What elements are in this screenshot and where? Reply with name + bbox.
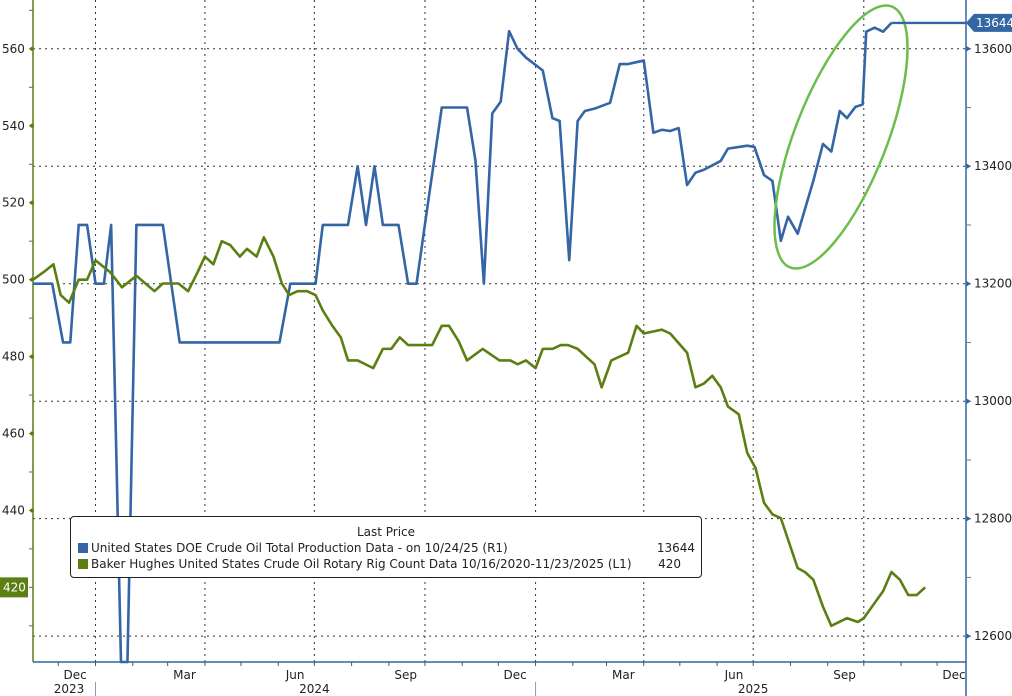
x-tick-label: Mar <box>612 668 635 682</box>
last-value-label-left: 420 <box>3 580 26 594</box>
x-tick-label: Dec <box>942 668 965 682</box>
x-tick-label: Sep <box>394 668 417 682</box>
x-tick-label: Dec <box>504 668 527 682</box>
left-tick-label: 520 <box>2 196 25 210</box>
right-tick-label: 12600 <box>974 629 1012 643</box>
left-tick-dot <box>30 200 34 205</box>
last-value-tag-left <box>0 577 28 598</box>
x-tick-label: Sep <box>833 668 856 682</box>
left-axis: 440 460 480 500 520 540 560 <box>2 0 34 662</box>
grid <box>33 0 966 662</box>
legend-entry-rig-count: Baker Hughes United States Crude Oil Rot… <box>78 557 695 572</box>
x-tick-label: Dec <box>63 668 86 682</box>
legend-title: Last Price <box>356 525 416 539</box>
highlight-ellipse <box>773 4 909 270</box>
left-tick-dot <box>30 123 34 128</box>
left-tick-label: 540 <box>2 119 25 133</box>
right-tick-arrow <box>966 633 971 640</box>
legend-label: Baker Hughes United States Crude Oil Rot… <box>91 557 632 571</box>
x-tick-label: Mar <box>173 668 196 682</box>
legend-value: 13644 <box>656 541 695 555</box>
left-tick-dot <box>30 431 34 436</box>
x-year-label: 2025 <box>738 682 769 696</box>
rig-count-line <box>32 236 926 628</box>
left-tick-label: 440 <box>2 503 25 517</box>
right-tick-label: 13200 <box>974 277 1012 291</box>
x-year-label: 2024 <box>299 682 330 696</box>
series-lines <box>32 22 926 664</box>
right-tick-arrow <box>966 515 971 522</box>
right-tick-label: 13000 <box>974 394 1012 408</box>
legend-swatch-green <box>78 559 88 569</box>
x-year-label: 2023 <box>54 682 85 696</box>
left-tick-dot <box>30 354 34 359</box>
legend-swatch-blue <box>78 543 88 553</box>
x-tick-label: Jun <box>285 668 305 682</box>
right-tick-arrow <box>966 280 971 287</box>
right-tick-arrow <box>966 163 971 170</box>
left-tick-dot <box>30 508 34 513</box>
last-value-label-right: 13644 <box>976 16 1012 30</box>
right-tick-arrow <box>966 45 971 52</box>
right-tick-label: 12800 <box>974 512 1012 526</box>
legend: Last Price United States DOE Crude Oil T… <box>70 516 702 578</box>
left-tick-label: 500 <box>2 273 25 287</box>
last-value-tag-right <box>966 13 1012 32</box>
right-tick-label: 13600 <box>974 42 1012 56</box>
left-tick-label: 480 <box>2 350 25 364</box>
legend-entry-production: United States DOE Crude Oil Total Produc… <box>78 541 695 556</box>
right-tick-label: 13400 <box>974 159 1012 173</box>
legend-value: 420 <box>658 557 681 571</box>
last-value-tags: 13644 420 <box>0 13 1012 598</box>
left-tick-dot <box>30 46 34 51</box>
legend-label: United States DOE Crude Oil Total Produc… <box>91 541 508 555</box>
production-line <box>33 22 893 664</box>
right-tick-arrow <box>966 398 971 405</box>
left-tick-label: 560 <box>2 42 25 56</box>
x-tick-label: Jun <box>724 668 744 682</box>
right-axis: 12600 12800 13000 13200 13400 13600 <box>965 0 1012 696</box>
left-tick-label: 460 <box>2 427 25 441</box>
